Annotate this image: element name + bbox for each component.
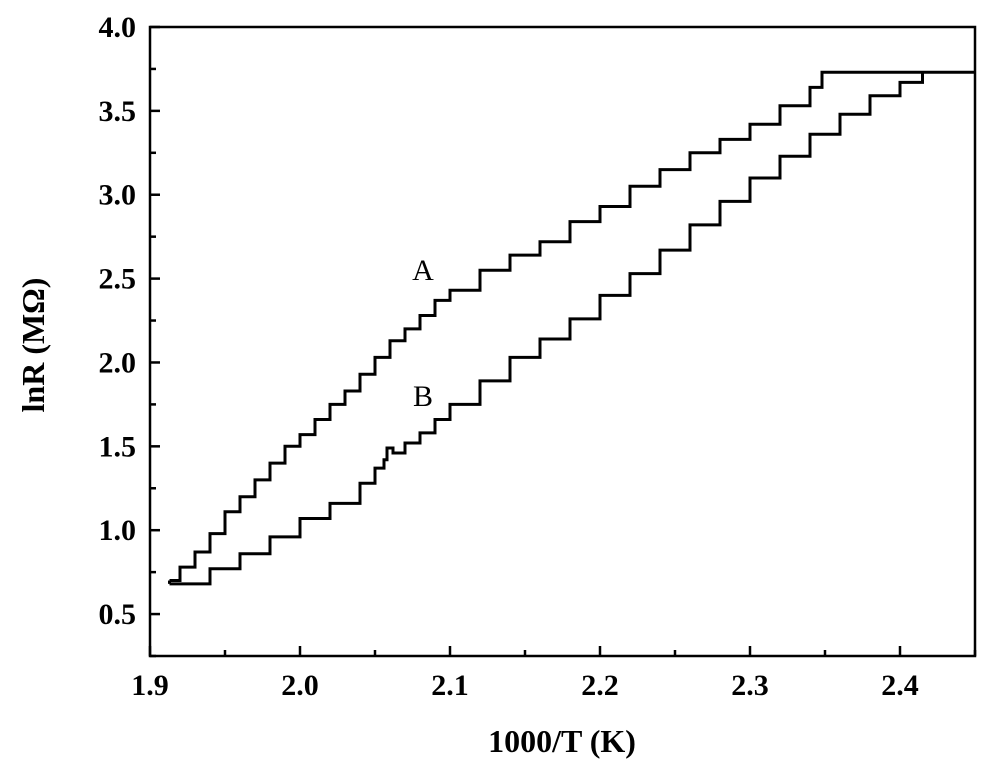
- curves: [168, 70, 975, 586]
- series-a-line: [169, 70, 975, 582]
- x-tick-label: 2.2: [581, 669, 619, 702]
- y-tick-label: 3.5: [99, 95, 137, 128]
- x-tick-label: 2.0: [281, 669, 319, 702]
- x-tick-label: 1.9: [131, 669, 169, 702]
- y-tick-label: 1.0: [99, 514, 137, 547]
- y-tick-label: 4.0: [99, 11, 137, 44]
- series-b-line: [169, 72, 924, 586]
- y-tick-label: 0.5: [99, 598, 137, 631]
- x-tick-label: 2.3: [731, 669, 769, 702]
- curve-label-b: B: [413, 380, 433, 413]
- y-tick-label: 3.0: [99, 179, 137, 212]
- x-tick-label: 2.4: [881, 669, 919, 702]
- curve-label-a: A: [412, 254, 434, 287]
- x-axis-title: 1000/T (K): [488, 723, 636, 759]
- axis-ticks: [148, 25, 977, 658]
- x-tick-label: 2.1: [431, 669, 469, 702]
- annotations: AB: [412, 254, 434, 413]
- y-tick-label: 2.0: [99, 346, 137, 379]
- y-tick-label: 2.5: [99, 263, 137, 296]
- tick-labels: 1.9 2.0 2.1 2.2 2.3 2.4 0.5 1.0 1.5 2.0 2.5 3.0 3.5 4…: [99, 11, 919, 702]
- y-tick-label: 1.5: [99, 430, 137, 463]
- y-axis-title: lnR (MΩ): [15, 278, 51, 413]
- plot-frame: [148, 25, 977, 658]
